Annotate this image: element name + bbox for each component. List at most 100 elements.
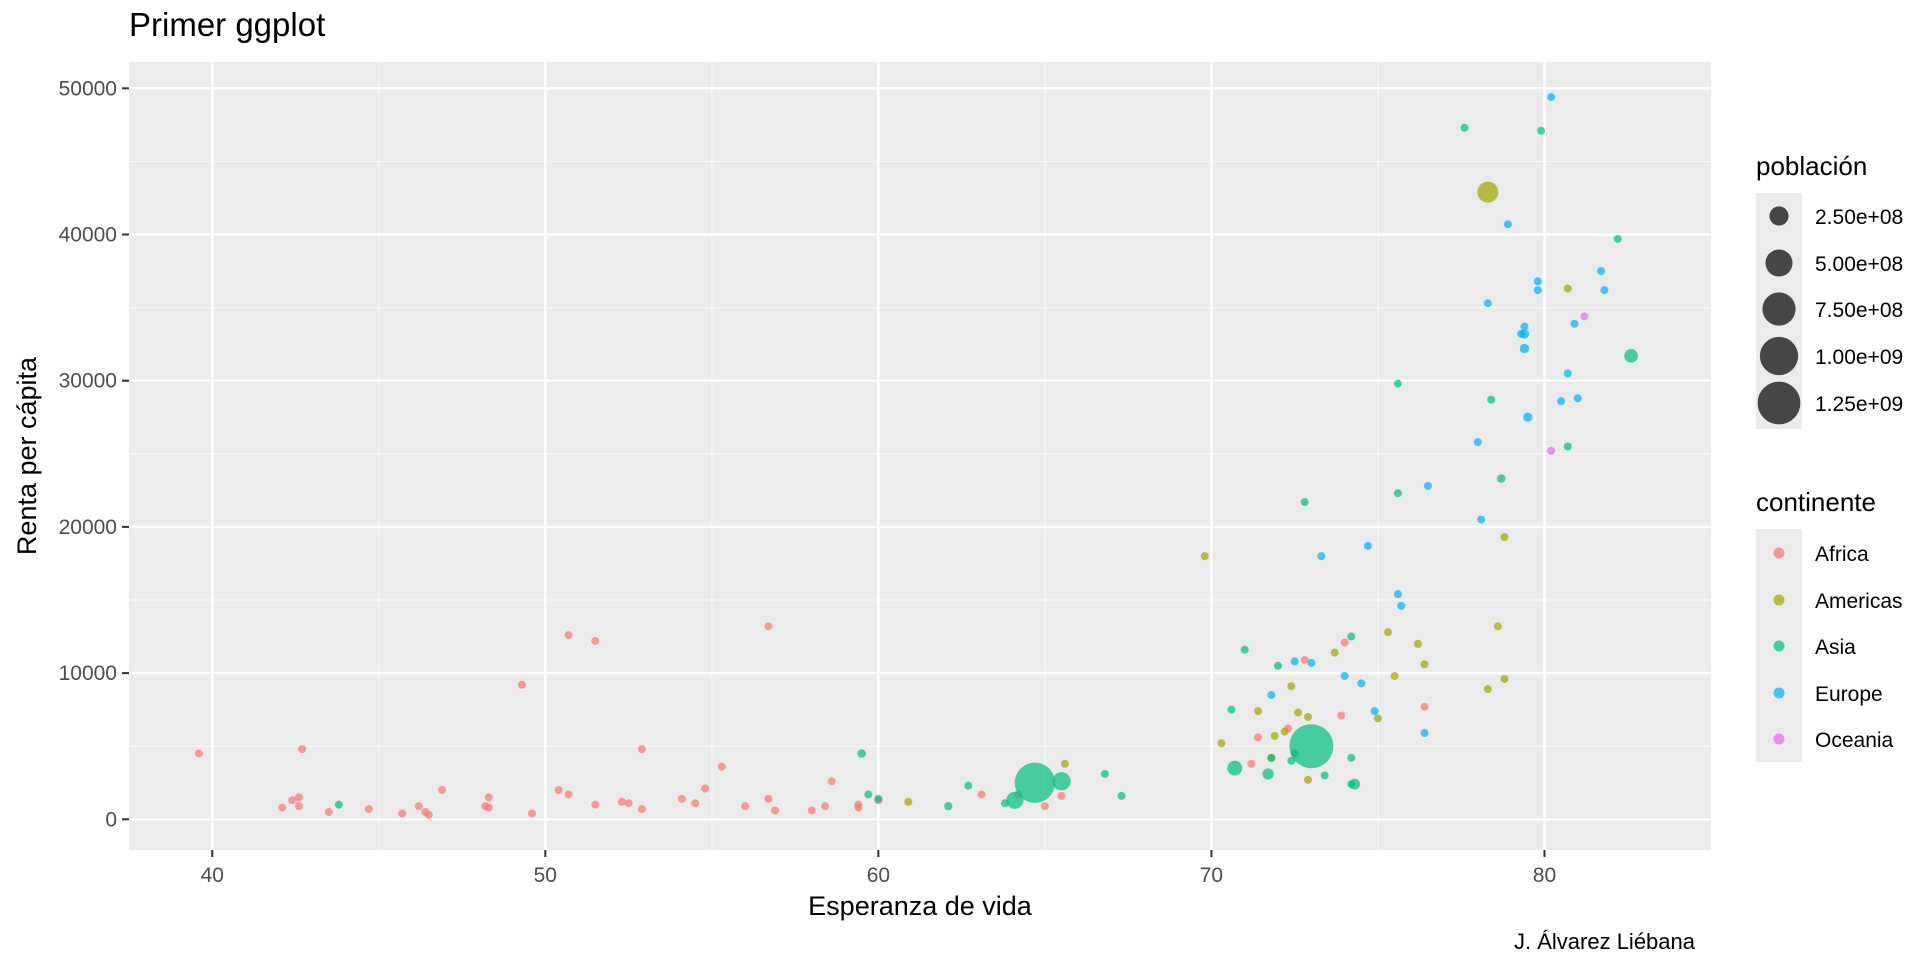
color-legend-key <box>1773 640 1785 652</box>
size-legend-key <box>1762 292 1796 326</box>
data-point-africa <box>554 786 563 795</box>
data-point-africa <box>298 745 307 754</box>
data-point-americas <box>1477 181 1499 203</box>
data-point-americas <box>1373 714 1382 723</box>
data-point-americas <box>1483 685 1492 694</box>
data-point-africa <box>564 631 573 640</box>
data-point-asia <box>964 781 973 790</box>
size-legend-key <box>1759 336 1799 376</box>
y-tick-label: 10000 <box>59 662 117 685</box>
data-point-europe <box>1340 672 1349 681</box>
size-legend-key <box>1769 206 1789 226</box>
data-point-europe <box>1519 343 1530 354</box>
data-point-europe <box>1519 329 1530 339</box>
data-point-europe <box>1503 220 1512 229</box>
data-point-americas <box>1383 628 1392 637</box>
data-point-africa <box>1420 702 1429 711</box>
data-point-africa <box>564 790 573 799</box>
y-axis: 0 10000 20000 30000 40000 50000 <box>59 77 129 831</box>
color-legend-key <box>1773 687 1785 699</box>
size-legend-label: 1.25e+09 <box>1815 393 1903 416</box>
data-point-asia <box>1052 772 1071 791</box>
size-legend-label: 1.00e+09 <box>1815 346 1903 369</box>
data-point-europe <box>1533 286 1542 295</box>
data-point-asia <box>1349 778 1361 790</box>
color-legend-label: Oceania <box>1815 729 1894 752</box>
chart-title: Primer ggplot <box>129 6 326 43</box>
data-point-africa <box>278 803 287 812</box>
data-point-americas <box>1330 648 1339 657</box>
data-point-africa <box>424 810 433 819</box>
size-legend-title: población <box>1756 151 1867 181</box>
data-point-africa <box>764 794 773 803</box>
x-axis: 40 50 60 70 80 <box>201 850 1556 887</box>
data-point-africa <box>591 800 600 809</box>
x-tick-label: 80 <box>1533 864 1556 887</box>
data-point-americas <box>1500 674 1509 683</box>
data-point-africa <box>701 784 710 793</box>
data-point-asia <box>1624 349 1638 363</box>
data-point-asia <box>857 749 866 758</box>
data-point-europe <box>1573 394 1582 403</box>
data-point-africa <box>288 796 297 805</box>
color-legend-key <box>1773 594 1785 606</box>
data-point-americas <box>1390 672 1399 681</box>
y-tick-label: 0 <box>105 808 117 831</box>
data-point-oceania <box>1547 446 1556 455</box>
x-tick-label: 60 <box>867 864 890 887</box>
data-point-europe <box>1317 552 1326 561</box>
data-point-africa <box>1247 759 1256 768</box>
data-point-asia <box>1347 632 1356 641</box>
data-point-americas <box>1270 731 1279 740</box>
color-legend-label: Americas <box>1815 590 1903 613</box>
data-point-europe <box>1473 438 1482 447</box>
data-point-asia <box>944 801 953 811</box>
data-point-europe <box>1597 267 1606 276</box>
color-legend-label: Africa <box>1815 543 1869 566</box>
data-point-africa <box>637 745 646 754</box>
data-point-americas <box>1500 533 1509 542</box>
data-point-europe <box>1533 277 1542 286</box>
data-point-africa <box>1300 655 1309 664</box>
grid-major <box>129 62 1711 850</box>
data-point-asia <box>1300 498 1309 507</box>
data-point-europe <box>1557 397 1566 406</box>
size-legend-label: 7.50e+08 <box>1815 299 1903 322</box>
data-point-africa <box>1254 733 1263 742</box>
data-point-africa <box>821 802 830 811</box>
data-point-europe <box>1563 369 1572 378</box>
data-point-europe <box>1363 541 1372 550</box>
data-point-americas <box>1304 712 1313 721</box>
data-point-asia <box>1227 760 1243 776</box>
data-point-americas <box>1287 682 1296 691</box>
data-point-africa <box>591 636 600 645</box>
data-point-africa <box>827 777 836 786</box>
data-point-africa <box>617 797 626 806</box>
data-point-africa <box>854 803 863 812</box>
data-point-africa <box>324 807 333 816</box>
size-legend: población 2.50e+08 5.00e+08 7.50e+08 1.00e+… <box>1756 151 1903 429</box>
data-point-americas <box>1413 639 1422 648</box>
data-point-europe <box>1547 93 1556 102</box>
data-point-asia <box>1320 771 1329 780</box>
data-point-africa <box>691 799 700 808</box>
data-point-africa <box>677 794 686 803</box>
data-point-asia <box>1393 489 1402 498</box>
y-tick-label: 20000 <box>59 516 117 539</box>
data-point-europe <box>1423 481 1432 490</box>
size-legend-key <box>1765 249 1793 277</box>
data-point-africa <box>637 805 646 814</box>
data-point-europe <box>1357 679 1366 688</box>
data-point-asia <box>1289 724 1334 769</box>
size-legend-key <box>1757 381 1801 425</box>
data-point-europe <box>1600 286 1609 295</box>
data-point-europe <box>1520 322 1529 331</box>
data-point-asia <box>1117 791 1126 800</box>
data-point-africa <box>194 749 203 758</box>
data-point-europe <box>1370 707 1379 716</box>
data-point-africa <box>1340 638 1349 647</box>
data-point-asia <box>1227 705 1236 714</box>
x-axis-title: Esperanza de vida <box>808 891 1033 921</box>
data-point-asia <box>1100 769 1109 778</box>
data-point-americas <box>1200 552 1209 561</box>
